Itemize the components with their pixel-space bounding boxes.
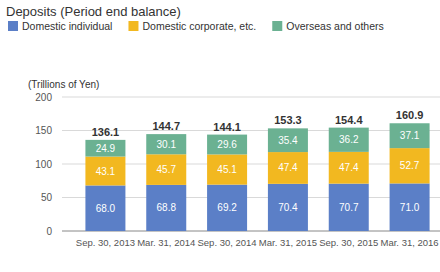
bar-segment [207,185,247,231]
bar-segment [146,154,186,185]
data-label: 70.4 [278,202,298,213]
tick-label: 0 [46,226,52,237]
total-label: 144.1 [213,121,241,133]
grid-line [62,97,440,98]
labels: 68.0 43.1 24.9 136.1 68.8 45.7 30.1 144.7 69.2 45… [92,109,424,213]
total-label: 136.1 [92,126,120,138]
data-label: 24.9 [96,143,116,154]
data-label: 47.4 [278,162,298,173]
data-label: 29.6 [217,139,237,150]
data-label: 45.7 [157,164,177,175]
bar-segment [268,128,308,152]
axis-title: (Trillions of Yen) [28,79,99,90]
bar-segment [85,140,125,157]
data-label: 30.1 [157,139,177,150]
bar-segment [390,183,430,231]
bar-segment [85,185,125,231]
tick-label: 150 [35,125,52,136]
data-label: 70.7 [339,202,359,213]
legend-label: Overseas and others [286,20,383,32]
data-label: 52.7 [400,160,420,171]
tick-label: 50 [41,192,53,203]
data-label: 68.8 [157,202,177,213]
bars [85,123,429,231]
bar-segment [390,148,430,183]
tick-label: 100 [35,159,52,170]
bar-segment [207,154,247,184]
background [0,0,440,272]
bar-segment [268,184,308,231]
category-label: Sep. 30, 2014 [197,237,256,248]
data-label: 68.0 [96,203,116,214]
total-label: 144.7 [152,120,180,132]
bar-segment [207,135,247,155]
bar-segment [329,152,369,184]
data-label: 43.1 [96,166,116,177]
data-label: 36.2 [339,134,359,145]
data-label: 69.2 [217,202,237,213]
category-label: Sep. 30, 2015 [319,237,378,248]
legend-label: Domestic individual [22,20,112,32]
category-label: Mar. 31, 2016 [381,237,439,248]
total-label: 154.4 [335,114,363,126]
data-label: 35.4 [278,135,298,146]
legend-swatch [272,21,282,31]
tick-label: 200 [35,92,52,103]
bar-segment [85,157,125,186]
data-label: 71.0 [400,202,420,213]
bar-segment [390,123,430,148]
category-label: Mar. 31, 2014 [137,237,195,248]
legend-label: Domestic corporate, etc. [142,20,256,32]
category-label: Mar. 31, 2015 [259,237,317,248]
bar-segment [329,128,369,152]
legend-swatch [8,21,18,31]
total-label: 160.9 [396,109,424,121]
bar-segment [146,185,186,231]
bar-segment [146,134,186,154]
bar-segment [329,184,369,231]
legend-swatch [128,21,138,31]
total-label: 153.3 [274,114,302,126]
category-label: Sep. 30, 2013 [76,237,135,248]
data-label: 47.4 [339,162,359,173]
bar-segment [268,152,308,184]
data-label: 45.1 [217,164,237,175]
title: Deposits (Period end balance) [6,4,181,19]
data-label: 37.1 [400,130,420,141]
